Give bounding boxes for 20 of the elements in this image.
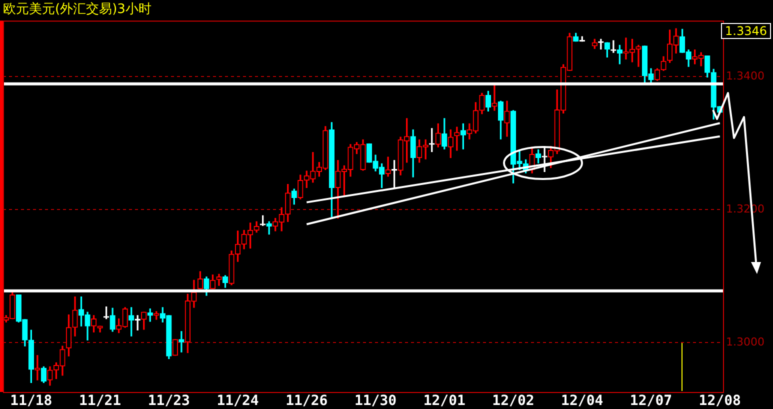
x-tick-label: 11/18 [10,393,52,409]
x-tick-label: 12/08 [698,393,741,409]
x-tick-label: 11/23 [148,393,190,409]
x-tick-label: 12/04 [561,393,604,409]
chart-title: 欧元美元(外汇交易)3小时 [3,1,152,18]
candlestick [34,355,40,380]
x-tick-label: 12/01 [423,393,466,409]
x-tick-label: 12/07 [630,393,672,409]
x-tick-label: 11/26 [286,393,328,409]
y-tick-label: 1.3000 [726,336,764,349]
x-tick-label: 11/21 [78,393,122,409]
candlestick [610,40,616,53]
candlestick [178,331,184,352]
text: 1.3346 [721,23,771,39]
candlestick [492,84,498,111]
y-tick-label: 1.3400 [726,69,764,82]
x-tick-label: 11/24 [216,393,259,409]
candlestick [385,156,391,177]
x-tick-label: 12/02 [492,393,534,409]
x-tick-label: 11/30 [354,393,397,409]
